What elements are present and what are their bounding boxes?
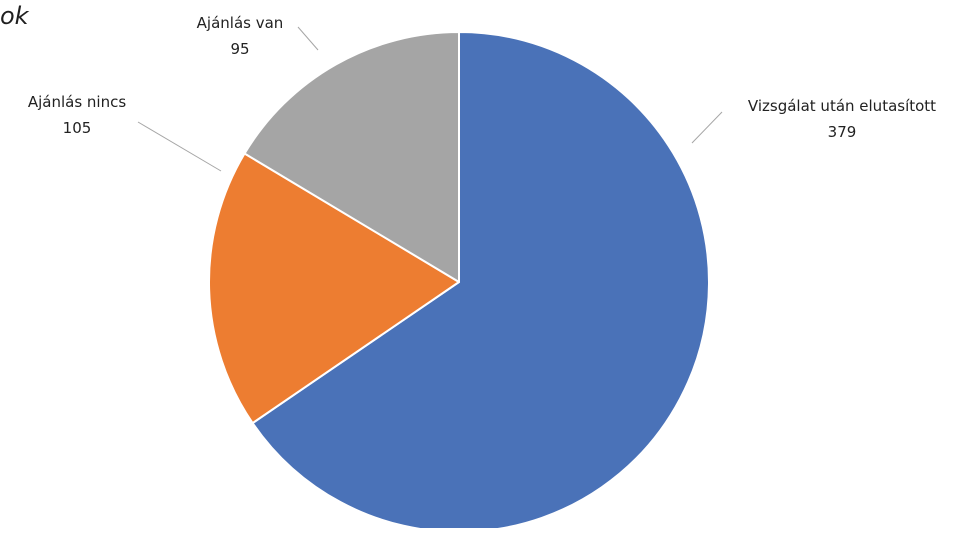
pie-slice-aj-nl-s-nincs	[208, 152, 460, 425]
slice-label-name: Ajánlás van	[197, 14, 284, 32]
slice-label-value: 95	[230, 40, 249, 58]
slice-label-value: 379	[828, 123, 857, 141]
leader-line	[691, 111, 723, 144]
slices-layer	[208, 31, 710, 533]
slice-label-name: Vizsgálat után elutasított	[748, 97, 936, 115]
leader-line	[137, 121, 222, 172]
pie-slice-vizsg-lat-ut-n-elutas-tott	[251, 31, 710, 533]
slice-label-value: 105	[63, 119, 92, 137]
pie-slice-aj-nl-s-van	[243, 31, 460, 283]
chart-title: ok	[0, 2, 29, 30]
leader-lines-layer	[137, 26, 723, 172]
leader-line	[297, 26, 319, 51]
slice-label-name: Ajánlás nincs	[28, 93, 126, 111]
data-labels-layer: Vizsgálat után elutasított 379 Ajánlás nin…	[28, 14, 936, 141]
